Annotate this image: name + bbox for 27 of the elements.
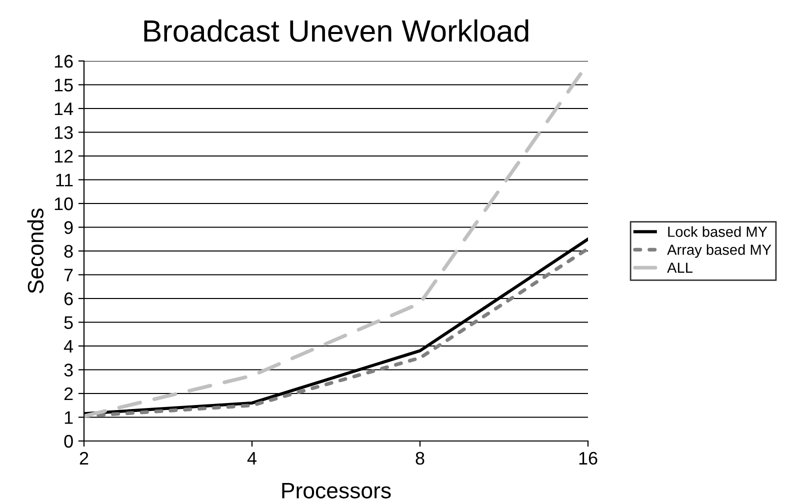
y-tick-label: 9 <box>64 221 73 234</box>
x-tick-label: 2 <box>80 452 88 464</box>
y-tick-label: 6 <box>64 292 73 306</box>
legend-label: Lock based MY <box>668 226 768 237</box>
y-tick-label: 2 <box>64 387 73 400</box>
y-tick-label: 13 <box>54 126 73 139</box>
y-tick-label: 0 <box>64 434 73 448</box>
y-tick-label: 15 <box>54 78 73 92</box>
x-tick-label: 4 <box>247 452 256 464</box>
y-tick-label: 1 <box>64 411 73 424</box>
chart-title: Broadcast Uneven Workload <box>144 19 528 42</box>
y-tick-label: 7 <box>64 268 73 282</box>
x-axis-title: Processors <box>282 482 391 498</box>
y-tick-label: 14 <box>54 102 74 116</box>
y-axis-title: Seconds <box>27 208 44 294</box>
x-tick-label: 16 <box>579 452 598 465</box>
y-tick-label: 8 <box>64 244 73 258</box>
y-tick-label: 4 <box>64 340 74 353</box>
y-tick-label: 11 <box>56 174 73 186</box>
legend-label: Array based MY <box>667 244 772 258</box>
y-tick-label: 12 <box>54 150 73 163</box>
y-tick-label: 16 <box>54 54 73 68</box>
x-tick-label: 8 <box>416 452 424 465</box>
y-tick-label: 3 <box>64 364 73 376</box>
legend-label: ALL <box>667 262 692 273</box>
y-tick-label: 10 <box>54 197 73 210</box>
y-tick-label: 5 <box>64 316 73 329</box>
